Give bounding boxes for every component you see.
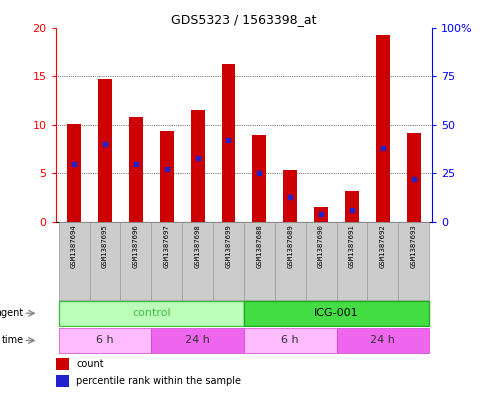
Text: ICG-001: ICG-001 xyxy=(314,308,359,318)
Text: GSM1387690: GSM1387690 xyxy=(318,224,324,268)
Text: 6 h: 6 h xyxy=(96,336,114,345)
Bar xyxy=(284,171,297,222)
Bar xyxy=(89,222,120,299)
Bar xyxy=(98,79,112,222)
Text: GSM1387689: GSM1387689 xyxy=(287,224,293,268)
Bar xyxy=(213,222,244,299)
Text: 6 h: 6 h xyxy=(282,336,299,345)
Bar xyxy=(56,375,69,387)
Bar xyxy=(129,117,143,222)
Bar xyxy=(67,124,81,222)
Bar xyxy=(244,328,337,353)
Text: GSM1387692: GSM1387692 xyxy=(380,224,386,268)
Bar xyxy=(398,222,429,299)
Text: 24 h: 24 h xyxy=(370,336,395,345)
Bar xyxy=(58,301,244,325)
Bar xyxy=(120,222,151,299)
Text: GSM1387696: GSM1387696 xyxy=(133,224,139,268)
Text: GSM1387698: GSM1387698 xyxy=(195,224,200,268)
Bar xyxy=(337,328,429,353)
Text: agent: agent xyxy=(0,308,24,318)
Bar xyxy=(253,136,266,222)
Text: GSM1387697: GSM1387697 xyxy=(164,224,170,268)
Text: GSM1387693: GSM1387693 xyxy=(411,224,417,268)
Text: 24 h: 24 h xyxy=(185,336,210,345)
Text: GSM1387699: GSM1387699 xyxy=(226,224,231,268)
Bar xyxy=(151,222,182,299)
Bar xyxy=(275,222,306,299)
Text: percentile rank within the sample: percentile rank within the sample xyxy=(76,376,242,386)
Text: GSM1387695: GSM1387695 xyxy=(102,224,108,268)
Bar xyxy=(56,358,69,370)
Text: control: control xyxy=(132,308,170,318)
Bar xyxy=(345,191,359,222)
Bar xyxy=(182,222,213,299)
Bar xyxy=(244,301,429,325)
Text: count: count xyxy=(76,359,104,369)
Bar xyxy=(306,222,337,299)
Text: time: time xyxy=(1,336,24,345)
Title: GDS5323 / 1563398_at: GDS5323 / 1563398_at xyxy=(171,13,317,26)
Bar xyxy=(160,130,174,222)
Bar xyxy=(376,35,390,222)
Bar xyxy=(151,328,244,353)
Bar xyxy=(58,328,151,353)
Text: GSM1387688: GSM1387688 xyxy=(256,224,262,268)
Bar xyxy=(222,64,235,222)
Bar xyxy=(58,222,89,299)
Bar xyxy=(368,222,398,299)
Bar xyxy=(314,208,328,222)
Bar xyxy=(337,222,368,299)
Bar xyxy=(407,134,421,222)
Text: GSM1387694: GSM1387694 xyxy=(71,224,77,268)
Bar xyxy=(244,222,275,299)
Bar xyxy=(191,110,204,222)
Text: GSM1387691: GSM1387691 xyxy=(349,224,355,268)
